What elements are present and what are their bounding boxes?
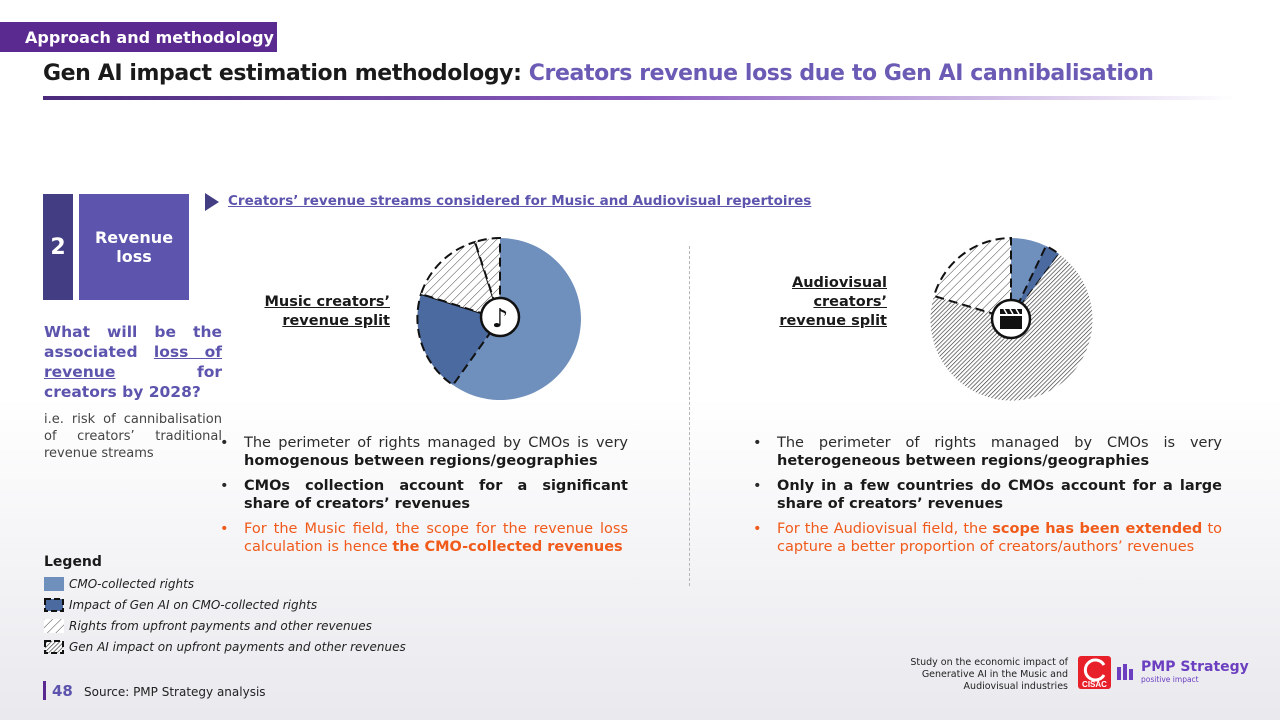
music-pie-label: Music creators’ revenue split bbox=[264, 294, 390, 329]
legend-item-upfront: Rights from upfront payments and other r… bbox=[44, 619, 372, 633]
pmp-tagline: positive impact bbox=[1141, 675, 1199, 684]
pmp-mark-icon bbox=[1117, 664, 1133, 680]
legend-swatch-genai-upfront bbox=[44, 640, 64, 654]
question-part1: What will be the associated bbox=[44, 323, 222, 361]
question-underlined: loss of revenue bbox=[44, 343, 223, 381]
music-bullet-1: The perimeter of rights managed by CMOs … bbox=[218, 434, 628, 470]
audiovisual-pie-label: Audiovisual creators’ revenue split bbox=[779, 275, 887, 329]
legend-swatch-genai-cmo bbox=[44, 598, 64, 612]
clapperboard-icon bbox=[990, 298, 1032, 340]
section-subtitle: Creators’ revenue streams considered for… bbox=[228, 193, 812, 209]
triangle-arrow-icon bbox=[205, 193, 219, 211]
audiovisual-pie-chart bbox=[930, 236, 1093, 401]
music-note-icon: ♪ bbox=[479, 296, 521, 338]
music-bullets: The perimeter of rights managed by CMOs … bbox=[218, 434, 628, 563]
legend-item-cmo: CMO-collected rights bbox=[44, 577, 194, 591]
section-tag: Approach and methodology bbox=[0, 22, 277, 52]
audiovisual-slice-genai-cmo bbox=[1010, 244, 1061, 320]
step-label: Revenue loss bbox=[79, 194, 189, 300]
music-bullet-3: For the Music field, the scope for the r… bbox=[218, 520, 628, 556]
audiovisual-bullet-2: Only in a few countries do CMOs account … bbox=[751, 477, 1222, 513]
pmp-logo: PMP Strategy positive impact bbox=[1117, 660, 1249, 684]
legend-item-genai-cmo: Impact of Gen AI on CMO-collected rights bbox=[44, 598, 317, 612]
audiovisual-bullet-1: The perimeter of rights managed by CMOs … bbox=[751, 434, 1222, 470]
question-part2: for creators by 2028? bbox=[44, 363, 222, 401]
audiovisual-bullet-3: For the Audiovisual field, the scope has… bbox=[751, 520, 1222, 556]
cisac-logo: CISAC bbox=[1078, 656, 1111, 689]
page-title: Gen AI impact estimation methodology: Cr… bbox=[43, 61, 1154, 86]
legend-item-genai-upfront: Gen AI impact on upfront payments and ot… bbox=[44, 640, 406, 654]
legend-swatch-cmo bbox=[44, 577, 64, 591]
footer-accent-bar bbox=[43, 681, 46, 700]
svg-text:♪: ♪ bbox=[492, 304, 509, 334]
audiovisual-bullets: The perimeter of rights managed by CMOs … bbox=[751, 434, 1222, 563]
title-main: Gen AI impact estimation methodology: bbox=[43, 61, 522, 86]
pmp-name: PMP Strategy bbox=[1141, 659, 1249, 675]
study-caption: Study on the economic impact of Generati… bbox=[910, 657, 1068, 692]
music-bullet-2: CMOs collection account for a significan… bbox=[218, 477, 628, 513]
page-number: 48 bbox=[52, 682, 73, 700]
legend-title: Legend bbox=[44, 554, 102, 570]
audiovisual-slice-genai-upfront bbox=[932, 236, 1012, 321]
column-divider bbox=[689, 246, 690, 586]
title-accent: Creators revenue loss due to Gen AI cann… bbox=[528, 61, 1154, 86]
ie-note: i.e. risk of cannibalisation of creators… bbox=[44, 412, 222, 461]
key-question: What will be the associated loss of reve… bbox=[44, 322, 222, 402]
music-slice-genai-cmo bbox=[416, 292, 502, 387]
source-note: Source: PMP Strategy analysis bbox=[84, 685, 266, 699]
legend-swatch-upfront bbox=[44, 619, 64, 633]
step-number: 2 bbox=[43, 194, 73, 300]
music-pie-chart: ♪ bbox=[416, 236, 581, 400]
title-underline bbox=[43, 96, 1236, 100]
cisac-wordmark: CISAC bbox=[1082, 680, 1107, 689]
